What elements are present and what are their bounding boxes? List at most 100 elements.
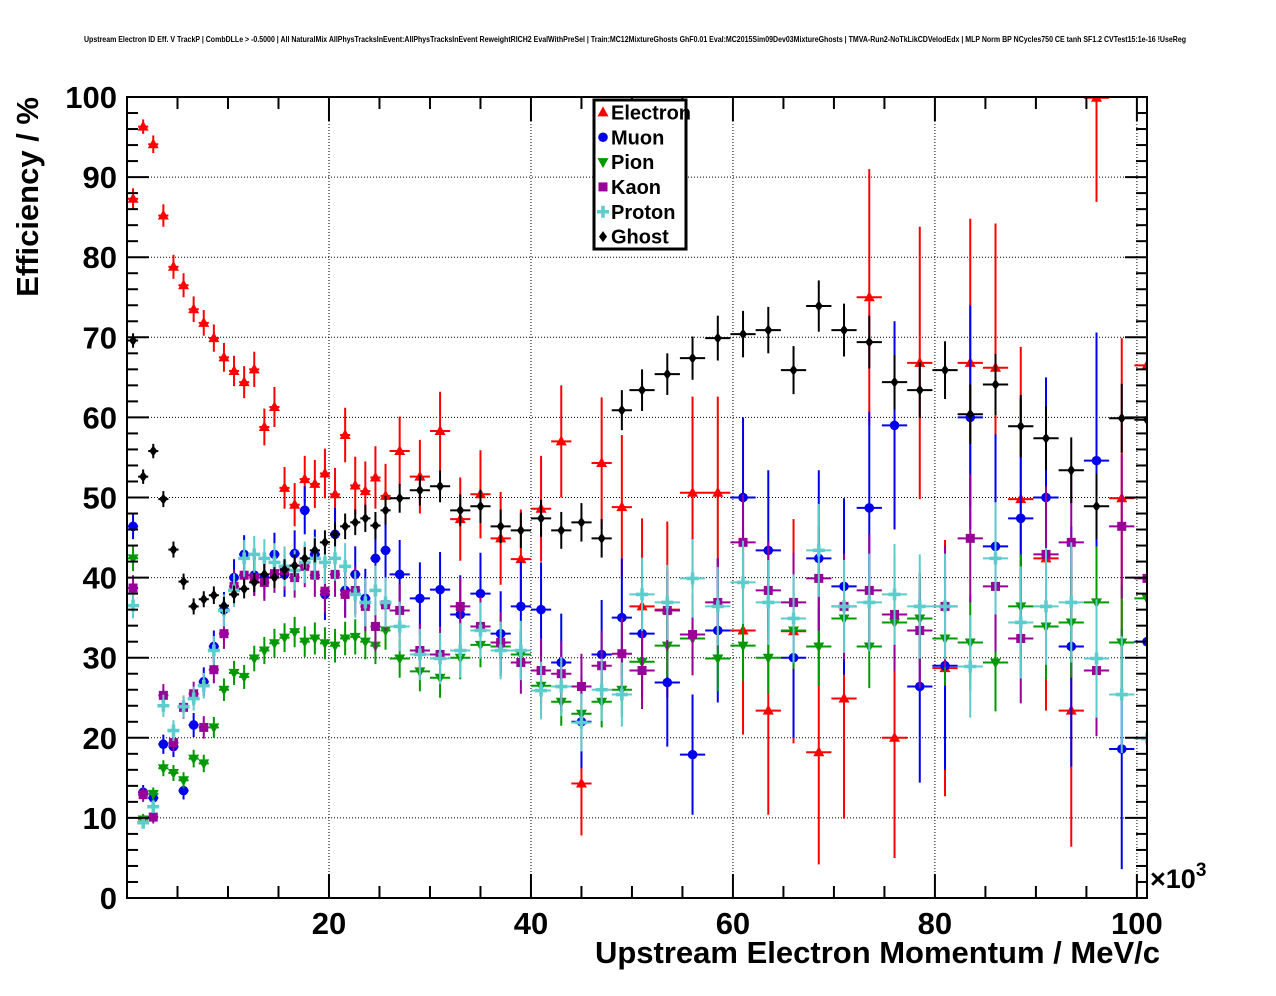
data-point-proton bbox=[1040, 600, 1053, 613]
data-point-pion bbox=[737, 641, 749, 652]
data-point-proton bbox=[434, 652, 447, 665]
data-point-kaon bbox=[455, 601, 465, 611]
data-point-ghost bbox=[1067, 464, 1076, 476]
data-point-proton bbox=[863, 596, 876, 609]
data-point-electron bbox=[208, 332, 220, 343]
data-point-kaon bbox=[168, 738, 178, 748]
data-point-pion bbox=[299, 637, 311, 648]
data-point-pion bbox=[329, 641, 341, 652]
data-point-proton bbox=[318, 556, 331, 569]
data-point-ghost bbox=[713, 332, 722, 344]
data-point-muon bbox=[536, 604, 546, 615]
y-tick-label: 70 bbox=[83, 320, 117, 355]
data-point-ghost bbox=[915, 384, 924, 396]
y-tick-label: 30 bbox=[83, 641, 117, 676]
tick-layer bbox=[127, 97, 1147, 898]
data-point-electron bbox=[188, 303, 200, 314]
data-point-proton bbox=[238, 552, 251, 565]
data-point-electron bbox=[369, 471, 381, 482]
data-point-kaon bbox=[138, 790, 148, 800]
data-point-ghost bbox=[199, 593, 208, 605]
data-point-kaon bbox=[1117, 521, 1127, 531]
y-tick-label: 40 bbox=[83, 561, 117, 596]
x-tick-label: 80 bbox=[918, 906, 952, 941]
legend-entry-muon: Muon bbox=[598, 127, 664, 149]
data-point-electron bbox=[434, 425, 446, 436]
data-point-electron bbox=[268, 400, 280, 411]
data-point-kaon bbox=[209, 665, 219, 675]
data-point-electron bbox=[157, 209, 169, 220]
data-point-kaon bbox=[370, 621, 380, 631]
data-point-ghost bbox=[169, 544, 178, 556]
legend-label: Kaon bbox=[611, 177, 661, 199]
data-point-proton bbox=[248, 548, 261, 561]
data-point-muon bbox=[475, 588, 486, 599]
data-point-pion bbox=[309, 634, 321, 645]
legend-box bbox=[592, 98, 688, 251]
data-point-ghost bbox=[688, 352, 697, 364]
data-point-proton bbox=[349, 588, 362, 601]
data-point-ghost bbox=[320, 536, 329, 548]
circle-icon bbox=[598, 132, 608, 143]
series-proton bbox=[127, 502, 1147, 829]
data-point-proton bbox=[379, 596, 392, 609]
data-point-proton bbox=[555, 680, 568, 693]
data-point-ghost bbox=[415, 484, 424, 496]
data-point-muon bbox=[1015, 513, 1026, 524]
data-point-ghost bbox=[840, 324, 849, 336]
data-point-ghost bbox=[516, 524, 525, 536]
data-point-electron bbox=[1091, 97, 1103, 102]
data-point-pion bbox=[289, 628, 301, 639]
data-point-proton bbox=[268, 556, 281, 569]
data-point-ghost bbox=[149, 445, 158, 457]
data-point-ghost bbox=[991, 379, 1000, 391]
data-point-electron bbox=[167, 260, 179, 271]
data-point-proton bbox=[329, 552, 342, 565]
data-point-ghost bbox=[476, 500, 485, 512]
data-point-ghost bbox=[351, 516, 360, 528]
data-point-ghost bbox=[890, 376, 899, 388]
data-point-kaon bbox=[617, 649, 627, 659]
data-point-proton bbox=[157, 699, 170, 712]
data-point-pion bbox=[218, 685, 230, 696]
data-point-proton bbox=[711, 600, 724, 613]
x-axis-title: Upstream Electron Momentum / MeV/c bbox=[595, 935, 1160, 970]
data-point-proton bbox=[939, 600, 952, 613]
data-point-proton bbox=[393, 620, 406, 633]
data-point-proton bbox=[888, 588, 901, 601]
data-point-proton bbox=[615, 688, 628, 701]
data-point-ghost bbox=[739, 328, 748, 340]
data-point-proton bbox=[369, 584, 382, 597]
data-point-pion bbox=[279, 633, 291, 644]
data-point-proton bbox=[686, 572, 699, 585]
data-point-muon bbox=[662, 677, 673, 688]
data-point-pion bbox=[712, 654, 724, 665]
data-point-proton bbox=[494, 644, 507, 657]
data-point-pion bbox=[238, 672, 250, 683]
data-point-pion bbox=[248, 654, 260, 665]
data-point-proton bbox=[595, 683, 608, 696]
data-point-electron bbox=[575, 777, 587, 788]
data-point-muon bbox=[415, 593, 425, 604]
y-tick-label: 100 bbox=[65, 80, 117, 115]
data-point-ghost bbox=[371, 520, 380, 532]
data-point-proton bbox=[787, 612, 800, 625]
data-point-ghost bbox=[537, 512, 546, 524]
legend-label: Muon bbox=[611, 127, 664, 149]
data-point-pion bbox=[198, 759, 210, 770]
data-point-electron bbox=[238, 376, 250, 387]
data-point-proton bbox=[636, 588, 649, 601]
data-point-electron bbox=[394, 445, 406, 456]
legend-entry-proton: Proton bbox=[597, 202, 675, 224]
data-point-electron bbox=[359, 485, 371, 496]
data-point-electron bbox=[198, 316, 210, 327]
data-point-ghost bbox=[159, 493, 168, 505]
data-point-muon bbox=[687, 749, 698, 760]
data-point-ghost bbox=[865, 336, 874, 348]
data-point-pion bbox=[359, 637, 371, 648]
x-tick-label: 20 bbox=[312, 906, 346, 941]
axis-label-layer: 20 40 60 80 100 0 10 20 30 40 50 60 70 80 90 100 bbox=[65, 80, 1163, 941]
data-point-muon bbox=[435, 584, 445, 595]
